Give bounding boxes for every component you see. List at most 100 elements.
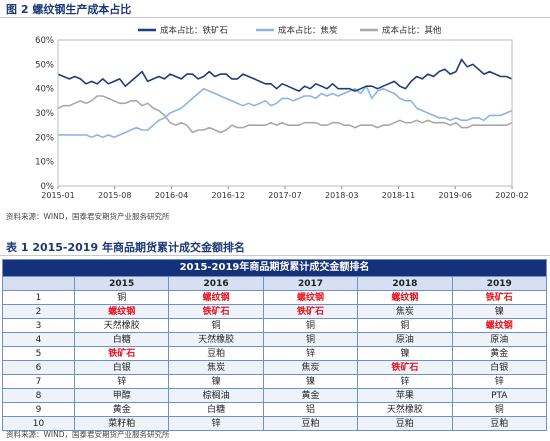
legend-label: 成本占比：铁矿石 xyxy=(160,25,228,36)
y-tick-label: 40% xyxy=(35,85,54,95)
commodity-cell: 天然橡胶 xyxy=(168,332,264,347)
y-tick-label: 60% xyxy=(35,36,54,46)
y-axis: 0% 10% 20% 30% 40% 50% 60% xyxy=(35,36,54,192)
commodity-cell: 螺纹钢 xyxy=(262,290,359,305)
series-line xyxy=(58,85,513,139)
commodity-cell: 镍 xyxy=(262,374,359,389)
y-tick-label: 10% xyxy=(35,158,54,168)
commodity-cell: 锌 xyxy=(357,374,453,389)
rank-cell: 4 xyxy=(2,332,75,347)
rank-cell: 1 xyxy=(2,290,75,305)
column-header: 2016 xyxy=(168,276,264,291)
commodity-cell: 天然橡胶 xyxy=(357,402,453,417)
y-tick-label: 30% xyxy=(35,109,54,119)
commodity-cell: 白糖 xyxy=(73,332,170,347)
commodity-cell: 镍 xyxy=(357,346,453,361)
commodity-cell: 豆粕 xyxy=(451,416,548,431)
table-source: 资料来源：WIND，国泰君安期货产业服务研究所 xyxy=(6,430,170,439)
rank-cell: 3 xyxy=(2,318,75,333)
commodity-cell: 铁矿石 xyxy=(73,346,170,361)
legend-label: 成本占比：其他 xyxy=(382,25,442,36)
table-divider xyxy=(0,255,550,256)
plot-frame xyxy=(57,39,513,187)
y-tick-label: 20% xyxy=(35,133,54,143)
column-header: 2017 xyxy=(262,276,359,291)
table-row: 8 甲醇 棕榈油 黄金 苹果 PTA xyxy=(2,388,548,403)
table-row: 10 菜籽粕锌豆粕 豆粕 豆粕 xyxy=(2,416,548,431)
figure-divider xyxy=(0,17,550,18)
table-row: 5 铁矿石 豆粕锌镍黄金 xyxy=(2,346,548,361)
commodity-cell: 白银 xyxy=(73,360,170,375)
commodity-cell: 铝 xyxy=(262,402,359,417)
commodity-cell: 铜 xyxy=(262,332,359,347)
table-row: 4 白糖 天然橡胶铜原油 原油 xyxy=(2,332,548,347)
x-tick-label: 2018-11 xyxy=(382,191,415,200)
table-row: 6 白银 焦炭 焦炭 铁矿石 白银 xyxy=(2,360,548,375)
table-row: 9 黄金 白糖铝天然橡胶铜 xyxy=(2,402,548,417)
commodity-cell: 螺纹钢 xyxy=(73,304,170,319)
commodity-cell: 螺纹钢 xyxy=(168,290,264,305)
commodity-cell: 黄金 xyxy=(73,402,170,417)
commodity-cell: 豆粕 xyxy=(357,416,453,431)
table-row: 1 铜螺纹钢 螺纹钢 螺纹钢 铁矿石 xyxy=(2,290,548,305)
ranking-table: 2015-2019年商品期货累计成交金额排名 2015 2016 2017 2018 2… xyxy=(2,259,548,431)
rank-cell: 2 xyxy=(2,304,75,319)
commodity-cell: 黄金 xyxy=(262,388,359,403)
commodity-cell: 锌 xyxy=(73,374,170,389)
commodity-cell: 铁矿石 xyxy=(168,304,264,319)
commodity-cell: 镍 xyxy=(168,374,264,389)
commodity-cell: 铁矿石 xyxy=(262,304,359,319)
series-line xyxy=(57,95,513,134)
commodity-cell: 锌 xyxy=(262,346,359,361)
y-tick-label: 0% xyxy=(41,182,55,192)
commodity-cell: 铜 xyxy=(168,318,264,333)
commodity-cell: 铁矿石 xyxy=(357,360,453,375)
rank-cell: 7 xyxy=(2,374,75,389)
column-header: 2018 xyxy=(357,276,453,291)
commodity-cell: 白糖 xyxy=(168,402,264,417)
column-header xyxy=(2,276,75,291)
figure-title: 图 2 螺纹钢生产成本占比 xyxy=(6,3,132,16)
rank-cell: 5 xyxy=(2,346,75,361)
commodity-cell: 原油 xyxy=(357,332,453,347)
commodity-cell: 焦炭 xyxy=(357,304,453,319)
rank-cell: 10 xyxy=(2,416,75,431)
table-title: 表 1 2015-2019 年商品期货累计成交金额排名 xyxy=(6,241,245,254)
y-tick-label: 50% xyxy=(35,60,54,70)
rank-cell: 9 xyxy=(2,402,75,417)
x-tick-label: 2017-07 xyxy=(268,191,301,200)
commodity-cell: 铜 xyxy=(262,318,359,333)
rank-cell: 6 xyxy=(2,360,75,375)
commodity-cell: 苹果 xyxy=(357,388,453,403)
commodity-cell: 黄金 xyxy=(451,346,548,361)
table-header-row: 2015 2016 2017 2018 2019 xyxy=(2,276,548,291)
legend-label: 成本占比：焦炭 xyxy=(278,25,338,36)
x-tick-label: 2019-06 xyxy=(439,191,472,200)
commodity-cell: 镍 xyxy=(451,304,548,319)
commodity-cell: 焦炭 xyxy=(262,360,359,375)
x-tick-label: 2016-12 xyxy=(212,191,245,200)
table-row: 3 天然橡胶铜铜铜螺纹钢 xyxy=(2,318,548,333)
figure-source: 资料来源：WIND，国泰君安期货产业服务研究所 xyxy=(6,212,170,221)
x-tick-label: 2015-01 xyxy=(41,191,74,200)
commodity-cell: 锌 xyxy=(168,416,264,431)
commodity-cell: 铁矿石 xyxy=(451,290,548,305)
x-tick-label: 2020-02 xyxy=(495,191,528,200)
commodity-cell: 锌 xyxy=(451,374,548,389)
commodity-cell: 甲醇 xyxy=(73,388,170,403)
commodity-cell: 原油 xyxy=(451,332,548,347)
x-axis: 2015-01 2015-08 2016-04 2016-12 2017-07 2018-… xyxy=(41,186,529,200)
rank-cell: 8 xyxy=(2,388,75,403)
column-header: 2019 xyxy=(451,276,548,291)
x-tick-label: 2018-03 xyxy=(325,191,358,200)
commodity-cell: 螺纹钢 xyxy=(451,318,548,333)
commodity-cell: 天然橡胶 xyxy=(73,318,170,333)
commodity-cell: 铜 xyxy=(451,402,548,417)
commodity-cell: 螺纹钢 xyxy=(357,290,453,305)
commodity-cell: 铜 xyxy=(73,290,170,305)
commodity-cell: 铜 xyxy=(357,318,453,333)
commodity-cell: 菜籽粕 xyxy=(73,416,170,431)
x-tick-label: 2016-04 xyxy=(155,191,188,200)
commodity-cell: 白银 xyxy=(451,360,548,375)
